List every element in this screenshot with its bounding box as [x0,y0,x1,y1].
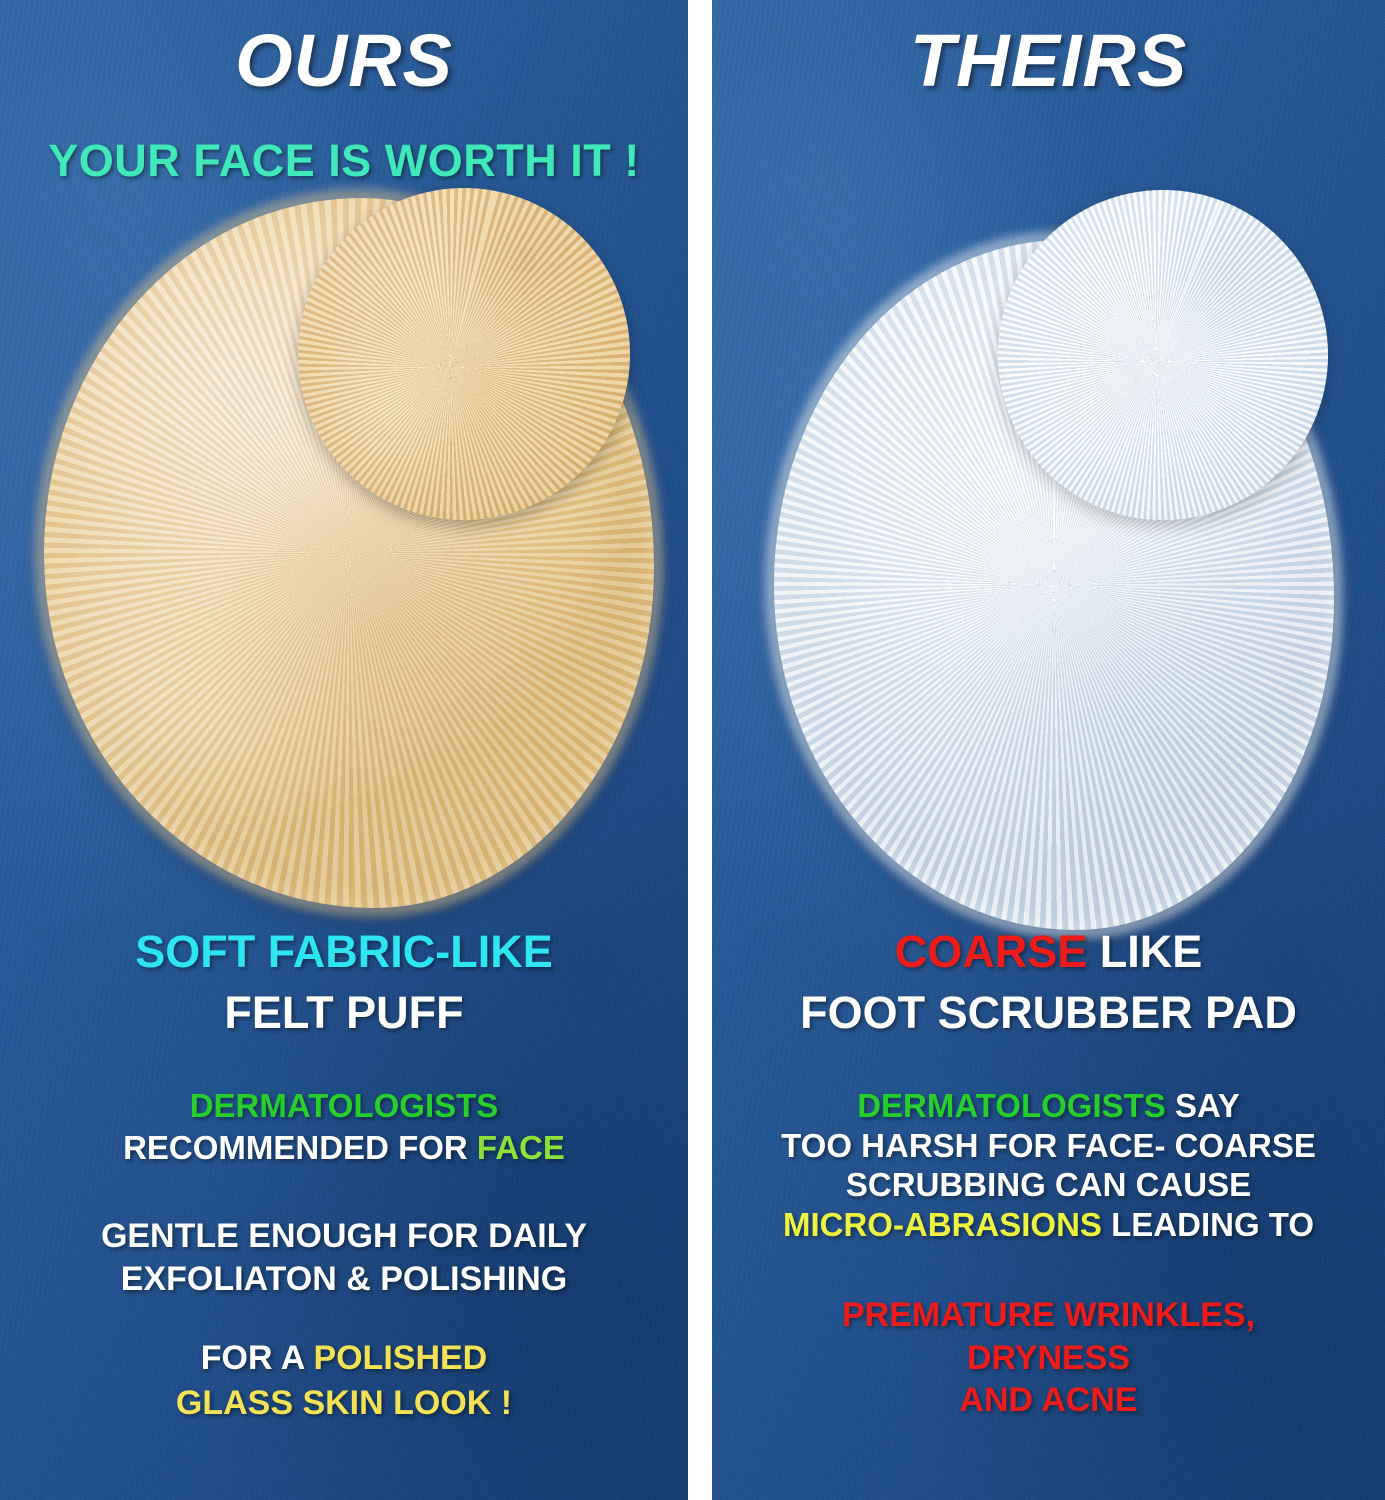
theirs-claim-leading-to: LEADING TO [1101,1205,1315,1243]
claim-dermatologists: DERMATOLOGISTS [189,1087,499,1124]
heading-ours: OURS [235,19,453,102]
theirs-claim-say: SAY [1165,1087,1240,1124]
product-photo-theirs [712,0,1385,1500]
claim-line-2: RECOMMENDED FOR FACE [0,1128,688,1166]
theirs-claim-dermatologists: DERMATOLOGISTS [857,1087,1166,1124]
theirs-claim-line-2: TOO HARSH FOR FACE- COARSE [781,1126,1316,1164]
theirs-claim-line-1: DERMATOLOGISTS SAY [712,1088,1385,1124]
warning-theirs: PREMATURE WRINKLES, DRYNESS AND ACNE [712,1297,1385,1419]
panel-divider [688,0,712,1500]
title-line-soft-fabric: SOFT FABRIC-LIKE [135,926,553,977]
claims-theirs: DERMATOLOGISTS SAY TOO HARSH FOR FACE- C… [712,1088,1385,1243]
benefit-ours: GENTLE ENOUGH FOR DAILY EXFOLIATON & POL… [0,1218,688,1297]
result-ours: FOR A POLISHED GLASS SKIN LOOK ! [0,1340,688,1421]
result-glass-skin-look: GLASS SKIN LOOK ! [175,1383,513,1422]
benefit-line-2: EXFOLIATON & POLISHING [120,1259,568,1298]
felt-disc-small [298,188,630,520]
claims-ours: DERMATOLOGISTS RECOMMENDED FOR FACE [0,1088,688,1165]
title-line-coarse-like: COARSE LIKE [712,926,1385,977]
title-line-felt-puff: FELT PUFF [224,986,464,1038]
product-title-ours: SOFT FABRIC-LIKE FELT PUFF [0,926,688,1038]
title-like: LIKE [1087,926,1203,977]
benefit-line-1: GENTLE ENOUGH FOR DAILY [100,1217,588,1255]
tagline-ours: YOUR FACE IS WORTH IT ! [48,135,640,186]
title-line-foot-scrubber-pad: FOOT SCRUBBER PAD [800,986,1297,1038]
result-line-1: FOR A POLISHED [0,1340,688,1377]
warning-line-2: DRYNESS [966,1338,1131,1377]
theirs-claim-micro-abrasions: MICRO-ABRASIONS [782,1205,1102,1243]
felt-disc-fiber-texture [298,188,630,520]
result-for-a: FOR A [200,1339,314,1377]
claim-line-1: DERMATOLOGISTS [0,1088,688,1124]
warning-line-3: AND ACNE [959,1381,1138,1420]
result-polished: POLISHED [313,1339,488,1377]
heading-theirs: THEIRS [909,19,1188,102]
scrubber-disc-fiber-texture [998,190,1328,520]
claim-face: FACE [476,1128,565,1166]
product-title-theirs: COARSE LIKE FOOT SCRUBBER PAD [712,926,1385,1038]
claim-recommended-for: RECOMMENDED FOR [123,1128,477,1166]
theirs-claim-line-3: SCRUBBING CAN CAUSE [845,1166,1252,1204]
product-photo-ours [0,0,688,1500]
warning-line-1: PREMATURE WRINKLES, [841,1296,1256,1334]
theirs-claim-line-4: MICRO-ABRASIONS LEADING TO [712,1207,1385,1243]
scrubber-disc-small [998,190,1328,520]
panel-theirs: THEIRS COARSE LIKE FOOT SCRUBBER PAD [712,0,1385,1500]
panel-ours: OURS YOUR FACE IS WORTH IT ! SOFT FABRIC… [0,0,688,1500]
title-coarse: COARSE [894,926,1088,977]
